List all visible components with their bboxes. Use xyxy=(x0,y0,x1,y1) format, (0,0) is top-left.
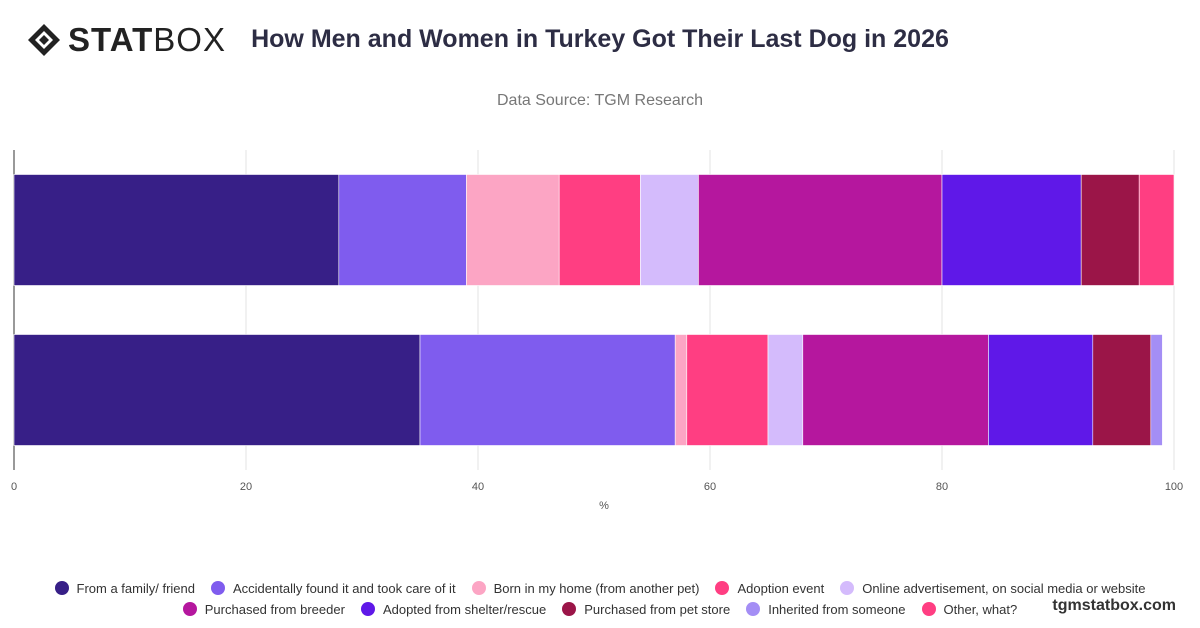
bar-segment: Adopted from shelter/rescue: 12% xyxy=(941,174,1082,286)
legend-label: Online advertisement, on social media or… xyxy=(862,580,1146,596)
bar-segment: Accidentally found it and took care of i… xyxy=(338,174,467,286)
legend-label: Purchased from pet store xyxy=(584,601,731,617)
legend-swatch xyxy=(840,581,855,595)
legend-label: Adoption event xyxy=(737,580,825,596)
bar-segment: Adopted from shelter/rescue: 9% xyxy=(988,334,1094,446)
bar-segment: Born in my home (from another pet): 1% xyxy=(674,334,688,446)
bar-segment: From a family/ friend: 28% xyxy=(13,174,340,286)
bar-segment: Adoption event: 7% xyxy=(558,174,641,286)
legend-swatch xyxy=(746,602,761,616)
legend-item[interactable]: Adopted from shelter/rescue xyxy=(360,601,547,617)
legend-swatch xyxy=(921,602,936,616)
legend-swatch xyxy=(562,602,577,616)
bar-segment: Adoption event: 7% xyxy=(686,334,769,446)
legend-swatch xyxy=(210,581,225,595)
legend-label: Inherited from someone xyxy=(768,601,906,617)
legend-swatch xyxy=(471,581,486,595)
x-axis-label: % xyxy=(599,500,609,512)
legend-label: Accidentally found it and took care of i… xyxy=(232,580,456,596)
legend-swatch xyxy=(715,581,730,595)
watermark: tgmstatbox.com xyxy=(1052,597,1176,614)
legend-item[interactable]: Accidentally found it and took care of i… xyxy=(210,580,456,596)
bar-segment: Online advertisement, on social media or… xyxy=(767,334,804,446)
bar-segment: Accidentally found it and took care of i… xyxy=(419,334,676,446)
legend-label: Purchased from breeder xyxy=(204,601,345,617)
bar-segment: Purchased from breeder: 21% xyxy=(698,174,943,286)
x-tick-label: 100 xyxy=(1165,481,1183,493)
legend-swatch xyxy=(54,581,69,595)
legend-swatch xyxy=(360,602,375,616)
chart-title: How Men and Women in Turkey Got Their La… xyxy=(251,25,949,53)
logo-wordmark: STATBOX xyxy=(68,22,226,58)
x-tick-label: 20 xyxy=(240,481,252,493)
chart-legend: From a family/ friend Accidentally found … xyxy=(40,580,1160,617)
statbox-logo: STATBOX xyxy=(26,22,226,58)
chart-subtitle: Data Source: TGM Research xyxy=(496,92,703,109)
bar-segment: Other, what?: 3% xyxy=(1138,174,1175,286)
logo-bold-text: STAT xyxy=(68,21,154,58)
bar-segment: Purchased from pet store: 5% xyxy=(1080,174,1140,286)
legend-item[interactable]: Inherited from someone xyxy=(746,601,906,617)
bar-segment: Born in my home (from another pet): 8% xyxy=(466,174,560,286)
bar-segment: Purchased from breeder: 16% xyxy=(802,334,989,446)
x-tick-label: 0 xyxy=(11,481,17,493)
legend-item[interactable]: Online advertisement, on social media or… xyxy=(840,580,1145,596)
legend-label: Other, what? xyxy=(943,601,1018,617)
legend-item[interactable]: Born in my home (from another pet) xyxy=(471,580,700,596)
bar-segment: From a family/ friend: 35% xyxy=(13,334,421,446)
x-tick-label: 40 xyxy=(472,481,484,493)
legend-item[interactable]: Purchased from breeder xyxy=(182,601,345,617)
legend-item[interactable]: From a family/ friend xyxy=(54,580,195,596)
diamond-logo-icon xyxy=(28,24,60,56)
legend-item[interactable]: Other, what? xyxy=(921,601,1018,617)
legend-label: From a family/ friend xyxy=(76,580,195,596)
x-tick-label: 80 xyxy=(936,481,948,493)
legend-label: Born in my home (from another pet) xyxy=(493,580,700,596)
x-tick-label: 60 xyxy=(704,481,716,493)
legend-item[interactable]: Purchased from pet store xyxy=(562,601,730,617)
stacked-bar-chart: 0 20 40 60 80 100%From a family/ friend: 28%A… xyxy=(11,150,1183,512)
bar-segment: Purchased from pet store: 5% xyxy=(1092,334,1152,446)
legend-item[interactable]: Adoption event xyxy=(715,580,824,596)
legend-label: Adopted from shelter/rescue xyxy=(382,601,547,617)
logo-light-text: BOX xyxy=(153,21,226,58)
bar-segment: Inherited from someone: 1% xyxy=(1150,334,1163,446)
bar-segment: Online advertisement, on social media or… xyxy=(640,174,699,286)
legend-swatch xyxy=(182,602,197,616)
